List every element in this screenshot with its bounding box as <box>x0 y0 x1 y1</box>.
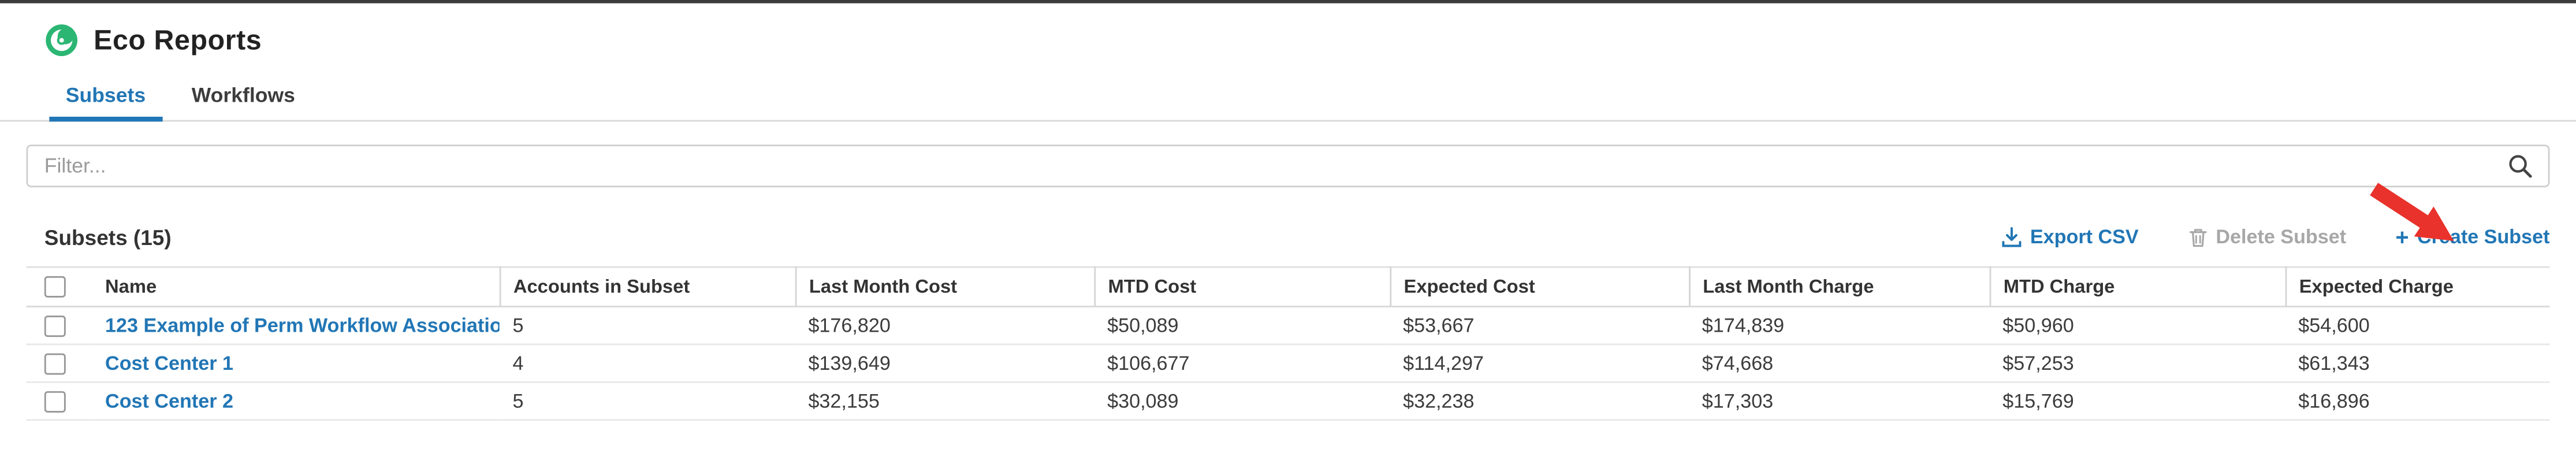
col-header-accounts-in-subset[interactable]: Accounts in Subset <box>498 267 795 307</box>
cell-expected-charge: $16,896 <box>2298 389 2370 413</box>
col-header-last-month-cost[interactable]: Last Month Cost <box>794 267 1095 307</box>
cell-mtd-charge: $57,253 <box>2002 351 2074 375</box>
table-row: 123 Example of Perm Workflow Association… <box>26 306 2550 344</box>
eco-reports-logo-icon <box>46 24 78 57</box>
cell-accounts-in-subset: 5 <box>512 389 524 413</box>
select-all-cell <box>27 267 92 306</box>
trash-icon <box>2189 228 2206 246</box>
page-title: Eco Reports <box>94 24 262 55</box>
cell-last-month-cost: $32,155 <box>808 389 880 413</box>
filter-input[interactable] <box>26 144 2550 188</box>
row-check-cell <box>27 382 92 420</box>
delete-subset-button[interactable]: Delete Subset <box>2188 225 2346 248</box>
cell-mtd-cost: $30,089 <box>1107 389 1179 413</box>
cell-expected-charge: $54,600 <box>2298 314 2370 337</box>
col-header-mtd-charge[interactable]: MTD Charge <box>1989 267 2285 307</box>
cell-last-month-charge: $174,839 <box>1702 314 1785 337</box>
subset-name-link[interactable]: Cost Center 1 <box>105 351 233 375</box>
row-check-cell <box>27 344 92 382</box>
row-checkbox[interactable] <box>44 316 66 337</box>
app-header: Eco Reports <box>0 3 2576 74</box>
col-header-expected-cost[interactable]: Expected Cost <box>1388 267 1689 307</box>
cell-last-month-cost: $139,649 <box>808 351 891 375</box>
row-checkbox[interactable] <box>44 391 66 413</box>
subset-name-link[interactable]: Cost Center 2 <box>105 389 233 413</box>
tab-bar: Subsets Workflows <box>0 74 2576 122</box>
create-subset-label: Create Subset <box>2417 225 2550 248</box>
select-all-checkbox[interactable] <box>44 276 66 298</box>
delete-subset-label: Delete Subset <box>2216 225 2347 248</box>
cell-mtd-cost: $106,677 <box>1107 351 1190 375</box>
subsets-table: Name Accounts in Subset Last Month Cost … <box>26 266 2550 421</box>
download-icon <box>2001 226 2021 247</box>
row-check-cell <box>27 306 92 344</box>
cell-expected-cost: $32,238 <box>1403 389 1475 413</box>
create-subset-button[interactable]: + Create Subset <box>2395 225 2549 248</box>
cell-accounts-in-subset: 4 <box>512 351 524 375</box>
subsets-toolbar: Subsets (15) Export CSV Delete Subset + … <box>27 220 2550 253</box>
search-icon[interactable] <box>2507 153 2534 180</box>
cell-last-month-charge: $17,303 <box>1702 389 1774 413</box>
export-csv-label: Export CSV <box>2030 225 2139 248</box>
subsets-heading: Subsets (15) <box>44 224 172 249</box>
col-header-last-month-charge[interactable]: Last Month Charge <box>1688 267 1990 307</box>
col-header-name[interactable]: Name <box>105 277 157 297</box>
table-row: Cost Center 2 5 $32,155 $30,089 $32,238 … <box>26 382 2550 420</box>
table-row: Cost Center 1 4 $139,649 $106,677 $114,2… <box>26 344 2550 383</box>
cell-expected-charge: $61,343 <box>2298 351 2370 375</box>
table-header-row: Name Accounts in Subset Last Month Cost … <box>26 267 2550 307</box>
subset-name-link[interactable]: 123 Example of Perm Workflow Association <box>105 314 500 337</box>
cell-mtd-cost: $50,089 <box>1107 314 1179 337</box>
cell-last-month-cost: $176,820 <box>808 314 891 337</box>
export-csv-button[interactable]: Export CSV <box>2001 225 2139 248</box>
tab-workflows[interactable]: Workflows <box>191 84 295 107</box>
col-header-mtd-cost[interactable]: MTD Cost <box>1093 267 1390 307</box>
tab-subsets[interactable]: Subsets <box>43 74 169 122</box>
filter-bar <box>26 144 2550 188</box>
cell-mtd-charge: $50,960 <box>2002 314 2074 337</box>
cell-last-month-charge: $74,668 <box>1702 351 1774 375</box>
cell-mtd-charge: $15,769 <box>2002 389 2074 413</box>
col-header-expected-charge[interactable]: Expected Charge <box>2284 267 2550 307</box>
cell-expected-cost: $53,667 <box>1403 314 1475 337</box>
plus-icon: + <box>2395 223 2409 250</box>
toolbar-actions: Export CSV Delete Subset + Create Subset <box>2001 225 2549 248</box>
cell-expected-cost: $114,297 <box>1403 351 1484 375</box>
row-checkbox[interactable] <box>44 353 66 375</box>
cell-accounts-in-subset: 5 <box>512 314 524 337</box>
window-top-border <box>0 0 2576 3</box>
